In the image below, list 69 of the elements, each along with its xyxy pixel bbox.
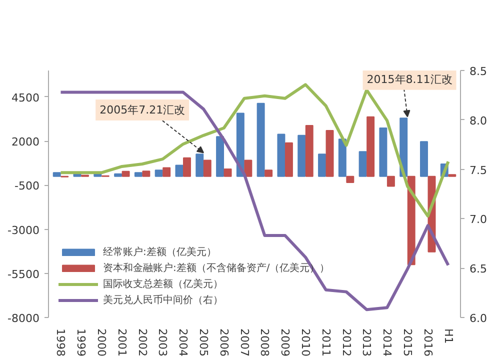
x-tick-label: 2007 — [238, 328, 251, 356]
x-tick-label: 2004 — [176, 328, 190, 356]
y-tick-label: -5500 — [8, 268, 40, 281]
y-tick-label: 4500 — [12, 91, 40, 104]
x-tick-label: 2008 — [258, 328, 272, 356]
x-tick-label: 2010 — [298, 328, 312, 356]
bar — [264, 170, 273, 177]
x-tick-label: H1 — [442, 328, 455, 344]
y-tick-label: -8000 — [8, 312, 40, 325]
x-tick-label: 1998 — [54, 328, 68, 356]
y2-tick-label: 7.5 — [470, 164, 487, 177]
y2-tick-label: 6.0 — [470, 312, 487, 325]
y-tick-label: -3000 — [8, 224, 40, 237]
x-tick-label: 2002 — [136, 328, 149, 356]
bar — [326, 130, 334, 177]
bar — [224, 168, 232, 177]
x-tick-label: 2011 — [319, 328, 332, 356]
bar — [284, 142, 293, 177]
x-tick-label: 2009 — [278, 328, 292, 356]
bar — [203, 160, 212, 177]
bar — [358, 151, 367, 177]
y2-tick-label: 8.0 — [470, 114, 487, 128]
annotation: 2005年7.21汇改 — [100, 104, 186, 117]
annotation: 2015年8.11汇改 — [366, 72, 452, 86]
bar — [256, 102, 265, 177]
y2-tick-label: 6.5 — [470, 262, 487, 276]
x-tick-label: 2003 — [156, 328, 170, 356]
bar — [386, 176, 395, 187]
legend-label: 国际收支总差额（亿美元） — [103, 278, 223, 291]
x-tick-label: 2015 — [400, 328, 414, 356]
x-tick-label: 2006 — [217, 328, 230, 356]
bar — [175, 164, 184, 177]
bar — [305, 125, 314, 177]
x-tick-label: 2012 — [340, 328, 353, 356]
bar — [142, 170, 150, 177]
bar — [298, 134, 306, 177]
line-series — [59, 83, 450, 218]
bar — [122, 170, 130, 177]
legend-label: 经常账户:差额（亿美元） — [103, 246, 216, 259]
bar — [318, 154, 326, 177]
bar — [216, 136, 224, 177]
bar — [134, 172, 142, 177]
bar — [277, 134, 286, 177]
y2-tick-label: 7.0 — [470, 213, 487, 226]
bar — [366, 116, 375, 177]
bar — [379, 128, 388, 177]
bar — [338, 138, 346, 177]
y2-tick-label: 8.5 — [470, 65, 487, 78]
bar — [162, 167, 171, 177]
bar — [420, 141, 428, 177]
y-tick-label: -500 — [14, 180, 40, 193]
x-tick-label: 2001 — [115, 328, 128, 356]
x-tick-label: 2014 — [380, 328, 394, 356]
bar — [154, 170, 163, 177]
x-tick-label: 2016 — [421, 328, 434, 356]
bar — [183, 157, 191, 177]
legend-label: 美元兑人民币中间价（右） — [103, 294, 223, 307]
bar — [346, 176, 354, 184]
bar — [244, 160, 252, 177]
x-tick-label: 2000 — [95, 328, 108, 356]
x-tick-label: 2013 — [360, 328, 374, 356]
legend-label: 资本和金融账户:差额（不含储备资产/（亿美元）） — [103, 262, 330, 275]
bar — [114, 173, 122, 177]
bar — [52, 172, 61, 177]
y-tick-label: 2000 — [12, 136, 40, 149]
bar — [236, 112, 244, 177]
x-tick-label: 1999 — [74, 328, 88, 356]
line-series — [59, 90, 450, 312]
x-tick-label: 2005 — [197, 328, 210, 356]
